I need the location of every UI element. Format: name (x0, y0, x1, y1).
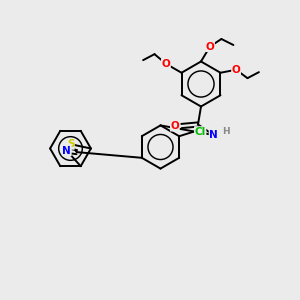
Text: N: N (62, 146, 71, 156)
Text: S: S (67, 139, 74, 149)
Text: O: O (206, 41, 214, 52)
Text: O: O (232, 65, 241, 75)
Text: O: O (170, 121, 179, 131)
Text: N: N (209, 130, 218, 140)
Text: O: O (161, 59, 170, 69)
Text: Cl: Cl (195, 127, 206, 137)
Text: H: H (222, 128, 230, 136)
